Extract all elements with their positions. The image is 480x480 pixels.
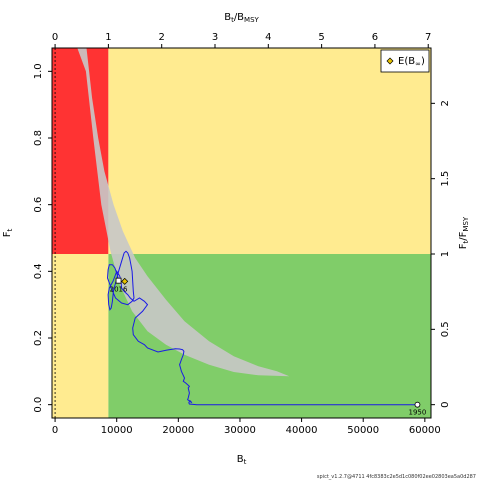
y-tick-label: 0.6 [33,197,44,213]
x-tick-label: 20000 [162,425,194,436]
right-tick-label: 2 [440,100,451,106]
legend-box [380,49,430,73]
top-tick-label: 7 [425,32,431,43]
x-tick-label: 0 [52,425,58,436]
x-axis-title: Bt [237,454,247,466]
top-tick-label: 1 [105,32,111,43]
plot-frame [51,47,432,419]
y-tick-label: 0.2 [33,330,44,346]
equilibrium-biomass-marker [121,277,129,285]
start-point-marker [414,401,421,408]
y-axis-title: Ft [2,228,14,237]
x-tick-label: 30000 [224,425,256,436]
x-tick-label: 10000 [101,425,133,436]
y-tick-label: 0.0 [33,397,44,413]
zone-overfished-yellow [52,254,109,418]
biomass-fishing-trajectory [106,250,418,406]
right-tick-label: 0 [440,401,451,407]
x-tick-label: 60000 [409,425,441,436]
x-tick-label: 50000 [347,425,379,436]
legend-diamond-icon [386,57,394,65]
y-tick-label: 1.0 [33,63,44,79]
uncertainty-region [77,48,290,377]
footer-version: spict_v1.2.7@4711 4fc8383c2e5d1c080f02ee… [317,474,476,480]
start-year-label: 1950 [409,409,427,417]
y-tick-label: 0.4 [33,263,44,279]
top-tick-label: 0 [52,32,58,43]
top-tick-label: 3 [212,32,218,43]
y-tick-label: 0.8 [33,130,44,146]
legend: E(B∞) [380,49,430,73]
zone-overfishing-yellow [108,48,431,254]
top-tick-label: 6 [372,32,378,43]
top-tick-label: 5 [318,32,324,43]
right-axis-title: Ft/FMSY [458,216,470,249]
right-tick-label: 0.5 [440,321,451,337]
end-year-label: 2016 [110,286,128,294]
right-tick-label: 1 [440,251,451,257]
legend-label: E(B∞) [398,56,425,68]
x-tick-label: 40000 [286,425,318,436]
top-tick-label: 4 [265,32,271,43]
top-tick-label: 2 [159,32,165,43]
end-point-marker [115,277,122,284]
top-axis-title: Bt/BMSY [224,12,259,24]
right-tick-label: 1.5 [440,171,451,187]
